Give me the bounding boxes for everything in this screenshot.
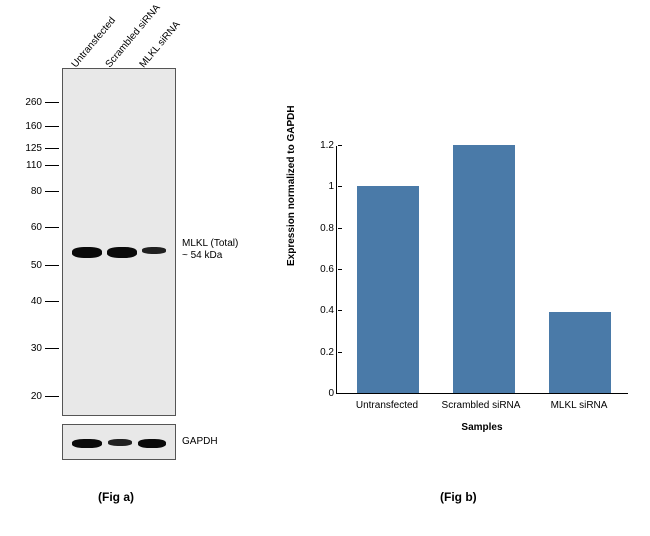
gapdh-band — [108, 439, 132, 446]
mw-value: 160 — [20, 121, 42, 132]
mw-marker: 160 — [20, 121, 59, 132]
mw-tick — [45, 126, 59, 128]
mw-marker: 60 — [20, 222, 59, 233]
mw-value: 260 — [20, 97, 42, 108]
gapdh-band — [138, 439, 166, 448]
mw-marker: 125 — [20, 143, 59, 154]
bar — [549, 312, 611, 393]
lane-labels-group: Untransfected Scrambled siRNA MLKL siRNA — [74, 0, 194, 70]
mw-marker: 50 — [20, 260, 59, 271]
mw-value: 40 — [20, 296, 42, 307]
gapdh-label: GAPDH — [182, 436, 218, 448]
mw-value: 20 — [20, 391, 42, 402]
mw-marker: 260 — [20, 97, 59, 108]
mlkl-annot-name: MLKL (Total) — [182, 238, 238, 250]
mw-value: 50 — [20, 260, 42, 271]
y-tick-label: 1.2 — [318, 140, 334, 151]
bar — [357, 186, 419, 393]
mw-tick — [45, 165, 59, 167]
bar-chart-panel: Expression normalized to GAPDH 00.20.40.… — [288, 136, 638, 466]
western-blot-panel: Untransfected Scrambled siRNA MLKL siRNA… — [0, 0, 270, 536]
mw-value: 110 — [20, 160, 42, 171]
x-tick-label: Scrambled siRNA — [436, 400, 526, 411]
mw-marker: 40 — [20, 296, 59, 307]
y-tick-label: 0.6 — [318, 264, 334, 275]
fig-a-caption: (Fig a) — [98, 490, 134, 504]
fig-b-caption: (Fig b) — [440, 490, 477, 504]
y-tick-label: 0 — [318, 388, 334, 399]
mw-marker: 110 — [20, 160, 59, 171]
mlkl-annotation: MLKL (Total) ~ 54 kDa — [182, 238, 238, 262]
mw-tick — [45, 301, 59, 303]
mlkl-band — [107, 247, 137, 258]
mlkl-band — [142, 247, 166, 254]
gapdh-blot-membrane — [62, 424, 176, 460]
mw-tick — [45, 396, 59, 398]
bar — [453, 145, 515, 393]
gapdh-band — [72, 439, 102, 448]
mw-tick — [45, 265, 59, 267]
mw-tick — [45, 227, 59, 229]
mw-tick — [45, 348, 59, 350]
y-tick-label: 0.4 — [318, 305, 334, 316]
gapdh-band-row — [63, 439, 175, 448]
x-tick-label: Untransfected — [342, 400, 432, 411]
y-tick-label: 0.8 — [318, 223, 334, 234]
mlkl-band — [72, 247, 102, 258]
mw-marker: 20 — [20, 391, 59, 402]
y-tick-label: 0.2 — [318, 347, 334, 358]
mw-marker: 80 — [20, 186, 59, 197]
mw-marker: 30 — [20, 343, 59, 354]
x-tick-label: MLKL siRNA — [534, 400, 624, 411]
mw-value: 60 — [20, 222, 42, 233]
mlkl-band-row — [63, 247, 175, 258]
plot-area — [336, 146, 628, 394]
mw-value: 30 — [20, 343, 42, 354]
y-axis-title: Expression normalized to GAPDH — [286, 105, 297, 266]
mw-tick — [45, 148, 59, 150]
main-blot-membrane — [62, 68, 176, 416]
x-axis-title: Samples — [336, 422, 628, 433]
mw-value: 125 — [20, 143, 42, 154]
mw-tick — [45, 102, 59, 104]
mw-value: 80 — [20, 186, 42, 197]
y-tick-label: 1 — [318, 181, 334, 192]
mlkl-annot-size: ~ 54 kDa — [182, 250, 238, 262]
mw-tick — [45, 191, 59, 193]
figure-container: Untransfected Scrambled siRNA MLKL siRNA… — [0, 0, 650, 536]
